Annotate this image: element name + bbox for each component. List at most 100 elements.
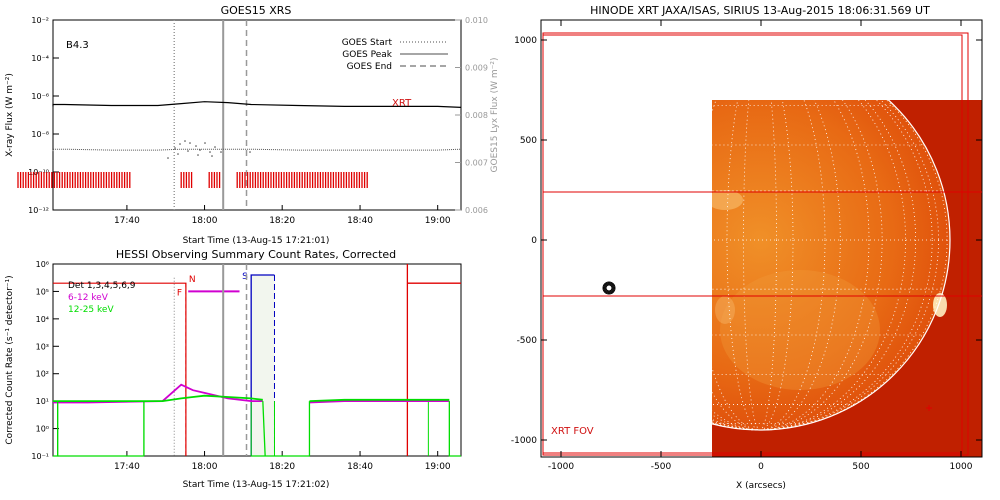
xrt-xlabel: X (arcsecs): [736, 481, 786, 491]
xrt-x-tick-label: 500: [852, 462, 869, 472]
solar-grid-meridian: [726, 100, 794, 431]
xrt-panel: HINODE XRT JAXA/ISAS, SIRIUS 13-Aug-2015…: [511, 4, 983, 491]
goes-y2-tick-label: 0.009: [465, 64, 488, 73]
hessi-title: HESSI Observing Summary Count Rates, Cor…: [116, 248, 396, 261]
goes-noise-point: [249, 151, 251, 153]
solar-grid-meridian: [712, 100, 870, 431]
hessi-series: [309, 398, 450, 402]
goes-xrt-series-label: XRT: [392, 98, 412, 109]
hessi-legend-label: 12-25 keV: [68, 305, 114, 315]
hessi-segment-edge: [448, 401, 461, 457]
goes-xlabel: Start Time (13-Aug-15 17:21:01): [183, 236, 330, 246]
goes-y-tick-label: 10⁻⁶: [31, 92, 49, 101]
xrt-x-tick-label: -1000: [548, 462, 574, 472]
hessi-xlabel: Start Time (13-Aug-15 17:21:02): [183, 480, 330, 490]
xrt-contour-marker: [604, 283, 614, 293]
hessi-legend-label: Det 1,3,4,5,6,9: [68, 281, 136, 291]
hessi-saa-region: [251, 274, 275, 456]
xrt-fov-label: XRT FOV: [551, 426, 594, 437]
xrt-x-tick-label: 0: [758, 462, 764, 472]
hessi-segment-edge: [262, 401, 266, 457]
goes-panel: GOES15 XRS 17:40 18:00 18:20 18:40 19:00 10⁻…: [5, 4, 500, 246]
hessi-y-tick-label: 10⁶: [36, 260, 49, 269]
hessi-ylabel: Corrected Count Rate (s⁻¹ detector⁻¹): [5, 275, 15, 444]
goes-legend-label: GOES Peak: [342, 50, 392, 60]
goes-noise-point: [214, 146, 216, 148]
goes-noise-point: [199, 149, 201, 151]
goes-x-tick-label: 18:20: [269, 216, 295, 226]
goes-noise-point: [220, 151, 222, 153]
xrt-x-tick-label: 1000: [950, 462, 973, 472]
goes-series-long: [52, 101, 462, 108]
hessi-y-tick-label: 10³: [36, 342, 49, 351]
hessi-series: [53, 394, 263, 403]
xrt-y-tick-label: -1000: [511, 436, 537, 446]
goes-noise-point: [177, 153, 179, 155]
hessi-y-tick-label: 10⁰: [36, 425, 49, 434]
xrt-y-tick-label: 500: [520, 136, 537, 146]
hessi-x-tick-label: 17:40: [114, 462, 140, 472]
hessi-saa-blue: [250, 274, 275, 456]
goes-legend-label: GOES Start: [342, 38, 393, 48]
goes-noise-point: [179, 143, 181, 145]
hessi-y-tick-label: 10²: [36, 370, 49, 379]
goes-series-short: [52, 148, 462, 152]
goes-x-tick-label: 18:00: [192, 216, 218, 226]
xrt-contour-marker: [605, 284, 613, 292]
goes-noise-point: [195, 145, 197, 147]
goes-ylabel-right: GOES15 Lyx Flux (W m⁻²): [490, 58, 500, 173]
hessi-flag-N-label: N: [189, 275, 196, 285]
goes-y2-tick-label: 0.008: [465, 111, 488, 120]
xrt-y-tick-label: -500: [517, 336, 538, 346]
solar-limb: [712, 100, 951, 431]
hessi-panel: HESSI Observing Summary Count Rates, Cor…: [5, 248, 462, 490]
goes-noise-point: [209, 151, 211, 153]
goes-title: GOES15 XRS: [221, 4, 292, 17]
goes-noise-point: [167, 157, 169, 159]
goes-x-tick-label: 18:40: [347, 216, 373, 226]
goes-noise-point: [187, 150, 189, 152]
xrt-x-tick-label: -500: [651, 462, 672, 472]
goes-y2-tick-label: 0.006: [465, 206, 488, 215]
hessi-flag-S-label: S: [242, 272, 248, 282]
hessi-y-tick-label: 10⁻¹: [31, 452, 49, 461]
hessi-x-tick-label: 18:40: [347, 462, 373, 472]
goes-y-tick-label: 10⁻⁴: [31, 54, 49, 63]
hessi-x-tick-label: 18:20: [269, 462, 295, 472]
hessi-y-tick-label: 10⁵: [36, 287, 49, 296]
goes-legend-label: GOES End: [347, 62, 392, 72]
goes-noise-point: [184, 140, 186, 142]
goes-noise-point: [197, 154, 199, 156]
xrt-y-tick-label: 1000: [514, 36, 537, 46]
goes-noise-point: [211, 155, 213, 157]
goes-y-tick-label: 10⁻⁸: [31, 130, 49, 139]
goes-y2-tick-label: 0.007: [465, 159, 488, 168]
goes-noise-point: [189, 142, 191, 144]
goes-y-tick-label: 10⁻¹²: [28, 206, 49, 215]
goes-x-tick-label: 19:00: [425, 216, 451, 226]
goes-y2-tick-label: 0.010: [465, 16, 488, 25]
xrt-solar-image: [712, 100, 982, 457]
solar-grid-meridian: [712, 100, 841, 431]
xrt-fov-inner: [542, 34, 963, 454]
hessi-series: [53, 383, 263, 404]
goes-y-tick-label: 10⁻²: [31, 16, 49, 25]
hessi-y-tick-label: 10¹: [36, 397, 49, 406]
goes-annotation: B4.3: [66, 40, 89, 51]
goes-x-tick-label: 17:40: [114, 216, 140, 226]
xrt-y-tick-label: 0: [531, 236, 537, 246]
xrt-contour-marker: [603, 282, 615, 294]
xrt-contour-marker: [602, 281, 616, 295]
xrt-title: HINODE XRT JAXA/ISAS, SIRIUS 13-Aug-2015…: [590, 4, 930, 17]
hessi-legend-label: 6-12 keV: [68, 293, 109, 303]
hessi-state-red-right: [406, 264, 461, 456]
goes-noise-point: [174, 147, 176, 149]
goes-ylabel: X-ray Flux (W m⁻²): [5, 73, 15, 157]
hessi-x-tick-label: 19:00: [425, 462, 451, 472]
goes-noise-point: [204, 142, 206, 144]
hessi-x-tick-label: 18:00: [192, 462, 218, 472]
hessi-series: [309, 400, 450, 404]
hessi-y-tick-label: 10⁴: [36, 315, 49, 324]
hessi-flag-F-label: F: [177, 289, 182, 299]
